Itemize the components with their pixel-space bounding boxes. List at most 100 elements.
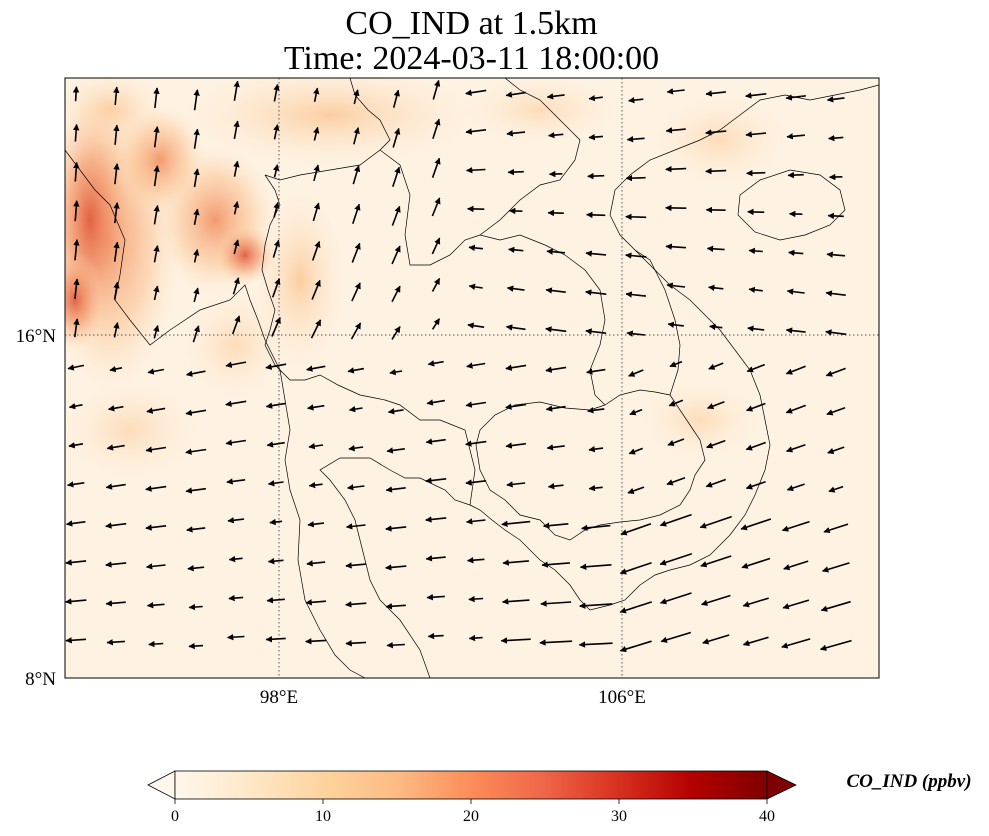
wind-arrow: [667, 321, 684, 328]
wind-arrow: [546, 93, 565, 100]
wind-arrow: [269, 518, 283, 526]
wind-arrow: [148, 640, 164, 648]
wind-arrow: [782, 599, 810, 610]
wind-arrow: [668, 399, 684, 407]
wind-arrow: [625, 252, 647, 259]
wind-arrow: [708, 284, 724, 292]
wind-arrow: [385, 564, 407, 571]
wind-arrow: [786, 133, 805, 140]
wind-arrow: [588, 484, 603, 492]
colorbar-min-extend: [147, 770, 176, 800]
wind-arrow: [312, 202, 321, 222]
wind-arrow: [145, 563, 166, 570]
wind-arrow: [825, 329, 847, 336]
wind-arrow: [146, 602, 165, 609]
wind-arrow: [345, 601, 367, 608]
wind-arrow: [669, 360, 683, 368]
wind-arrow: [153, 165, 160, 187]
wind-arrow: [785, 94, 806, 101]
wind-arrow: [505, 91, 526, 98]
wind-arrow: [348, 405, 363, 413]
wind-arrow: [823, 523, 849, 534]
wind-arrow: [187, 565, 205, 572]
wind-arrow: [153, 324, 160, 339]
wind-arrow: [352, 165, 361, 185]
wind-arrow: [225, 400, 247, 407]
wind-arrow: [465, 518, 486, 525]
wind-arrow: [586, 211, 606, 219]
wind-arrow: [706, 245, 725, 252]
wind-arrow: [153, 285, 160, 301]
wind-arrow: [227, 517, 245, 524]
wind-arrow: [707, 401, 725, 410]
wind-arrow: [265, 402, 286, 409]
wind-arrow: [700, 594, 731, 606]
wind-arrow: [272, 239, 280, 258]
wind-arrow: [273, 201, 280, 218]
colorbar-tick-label: 10: [315, 808, 331, 825]
wind-arrow: [545, 366, 567, 373]
wind-arrow: [581, 524, 611, 532]
wind-arrow: [626, 136, 645, 143]
wind-arrow: [226, 478, 246, 485]
wind-arrow: [113, 321, 120, 338]
wind-arrow: [352, 203, 361, 224]
wind-arrow: [267, 480, 284, 487]
x-tick-label: 98°E: [260, 687, 298, 708]
wind-arrow: [628, 447, 643, 455]
wind-arrow: [659, 592, 692, 605]
wind-arrow: [588, 133, 603, 141]
wind-arrow: [745, 441, 766, 451]
wind-arrow: [588, 445, 604, 453]
wind-arrow: [465, 166, 486, 174]
wind-arrow: [193, 208, 200, 225]
wind-arrow: [73, 200, 80, 222]
gridlines: [65, 78, 879, 678]
wind-arrow: [501, 520, 531, 528]
wind-arrow: [386, 641, 405, 649]
wind-arrow: [827, 446, 845, 454]
wind-arrow: [389, 368, 403, 376]
wind-arrow: [579, 602, 613, 609]
wind-arrow: [626, 330, 646, 337]
wind-arrow: [787, 171, 804, 179]
wind-arrow: [233, 120, 240, 140]
y-tick-label: 8°N: [25, 669, 56, 690]
wind-arrow: [819, 639, 852, 651]
wind-arrow: [193, 128, 200, 149]
wind-arrow: [826, 96, 845, 103]
wind-arrow: [465, 479, 487, 486]
wind-arrow: [67, 481, 85, 488]
wind-arrow: [785, 443, 806, 453]
wind-arrow: [311, 279, 321, 300]
wind-arrow: [505, 442, 527, 449]
wind-arrow: [188, 603, 203, 611]
wind-arrow: [505, 364, 527, 371]
wind-arrow: [665, 127, 686, 134]
wind-arrow: [391, 285, 401, 303]
wind-arrow: [426, 594, 445, 601]
wind-arrow: [265, 363, 287, 370]
wind-arrow: [466, 557, 485, 564]
wind-arrow: [500, 637, 531, 644]
wind-arrow: [113, 86, 120, 105]
wind-arrow: [353, 127, 360, 145]
wind-arrow: [501, 598, 530, 605]
wind-arrow: [506, 481, 526, 488]
wind-arrow: [431, 157, 441, 178]
wind-arrow: [465, 440, 487, 447]
wind-arrow: [145, 485, 167, 492]
wind-arrow: [788, 249, 804, 257]
wind-arrow: [188, 642, 204, 650]
wind-arrow: [705, 478, 726, 488]
wind-arrow: [351, 282, 361, 302]
wind-arrow: [705, 90, 726, 97]
wind-arrow: [427, 632, 444, 640]
wind-arrow: [392, 89, 400, 108]
wind-arrow: [273, 83, 280, 102]
wind-arrow: [541, 561, 570, 568]
wind-arrow: [826, 251, 846, 258]
wind-arrow: [105, 561, 127, 568]
wind-arrow: [666, 88, 685, 95]
wind-arrow: [113, 163, 120, 185]
